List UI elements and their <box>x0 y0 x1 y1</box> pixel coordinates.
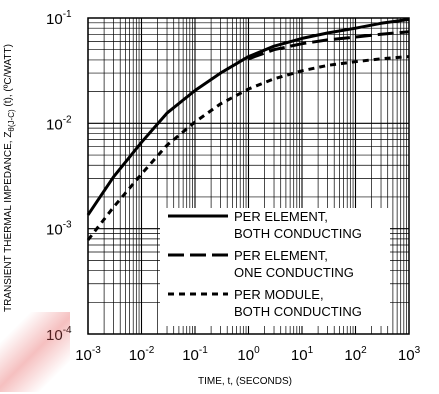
x-tick-exponent: 3 <box>415 345 421 356</box>
watermark-stamp <box>0 312 70 392</box>
x-tick-label: 100 <box>237 345 260 364</box>
x-tick-exponent: 1 <box>308 345 314 356</box>
legend-label-1: PER ELEMENT, <box>234 209 328 224</box>
y-tick-exponent: -1 <box>63 9 72 20</box>
x-tick-exponent: 2 <box>361 345 367 356</box>
x-tick-label: 10-3 <box>75 345 101 364</box>
y-axis-label: TRANSIENT THERMAL IMPEDANCE, Zθ(J-C) (t)… <box>3 44 16 312</box>
chart-series <box>86 17 410 241</box>
x-tick-label: 101 <box>291 345 314 364</box>
legend-label-3: PER MODULE, <box>234 287 324 302</box>
y-tick-label: 10-3 <box>46 220 72 239</box>
series-line-2 <box>247 30 410 61</box>
y-tick-exponent: -2 <box>63 114 72 125</box>
y-tick-label: 10-2 <box>46 114 72 133</box>
legend-label-1: BOTH CONDUCTING <box>234 226 362 241</box>
legend-background <box>160 208 390 326</box>
x-tick-label: 103 <box>398 345 421 364</box>
legend-label-2: ONE CONDUCTING <box>234 265 354 280</box>
x-tick-exponent: -3 <box>92 345 101 356</box>
legend-label-2: PER ELEMENT, <box>234 248 328 263</box>
x-tick-label: 10-1 <box>182 345 208 364</box>
y-tick-exponent: -4 <box>63 325 72 336</box>
x-tick-label: 102 <box>344 345 367 364</box>
y-tick-exponent: -3 <box>63 220 72 231</box>
series-line-3 <box>86 55 410 241</box>
series-line-1 <box>86 17 410 216</box>
x-axis-label: TIME, t, (SECONDS) <box>198 376 292 387</box>
x-tick-exponent: 0 <box>254 345 260 356</box>
x-tick-label: 10-2 <box>129 345 155 364</box>
y-tick-label: 10-1 <box>46 9 72 28</box>
legend-label-3: BOTH CONDUCTING <box>234 304 362 319</box>
x-tick-exponent: -2 <box>145 345 154 356</box>
x-tick-exponent: -1 <box>199 345 208 356</box>
plot-frame <box>87 17 410 335</box>
chart-legend: PER ELEMENT, BOTH CONDUCTING PER ELEMENT, O… <box>160 208 390 326</box>
